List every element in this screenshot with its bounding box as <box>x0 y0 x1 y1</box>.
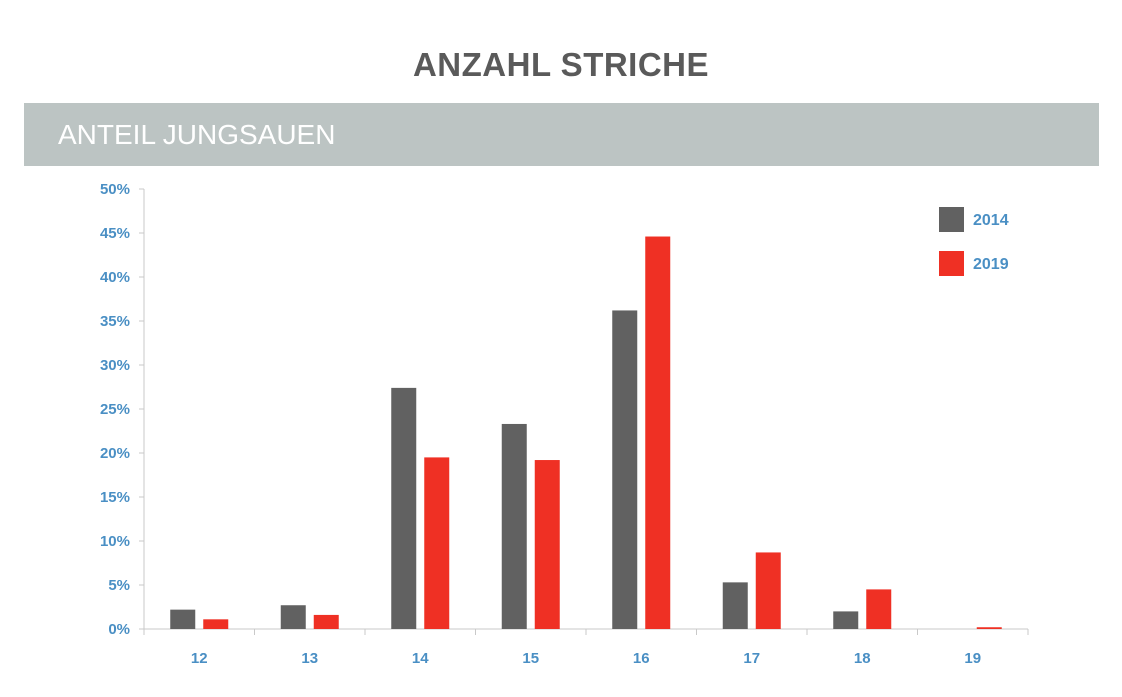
legend-label-2014: 2014 <box>973 212 1009 229</box>
bar-2019-14 <box>424 457 450 629</box>
y-tick-label: 40% <box>100 269 130 286</box>
bar-2014-18 <box>833 611 859 629</box>
x-tick-label: 14 <box>412 650 429 667</box>
bar-2019-12 <box>203 619 229 629</box>
bar-2014-15 <box>501 423 527 629</box>
bar-2014-13 <box>280 605 306 629</box>
y-tick-label: 45% <box>100 225 130 242</box>
bar-2014-14 <box>391 387 417 629</box>
legend-swatch-2014 <box>939 207 964 232</box>
y-tick-label: 0% <box>108 621 130 638</box>
chart-bars <box>170 236 1002 629</box>
x-tick-label: 15 <box>522 650 539 667</box>
chart-subtitle: ANTEIL JUNGSAUEN <box>58 119 336 150</box>
y-tick-label: 20% <box>100 445 130 462</box>
chart-title: ANZAHL STRICHE <box>412 46 710 83</box>
x-tick-label: 13 <box>301 650 318 667</box>
y-tick-label: 50% <box>100 181 130 198</box>
bar-2014-16 <box>612 310 638 629</box>
y-tick-label: 35% <box>100 313 130 330</box>
y-tick-label: 30% <box>100 357 130 374</box>
y-tick-label: 10% <box>100 533 130 550</box>
x-tick-label: 17 <box>743 650 760 667</box>
bar-2019-17 <box>755 552 781 629</box>
y-tick-label: 5% <box>108 577 130 594</box>
chart-legend: 2014 2019 <box>939 207 1009 276</box>
legend-swatch-2019 <box>939 251 964 276</box>
legend-label-2019: 2019 <box>973 256 1009 273</box>
x-tick-label: 16 <box>633 650 650 667</box>
y-tick-label: 15% <box>100 489 130 506</box>
x-tick-label: 19 <box>964 650 981 667</box>
chart-axes: 0% 5% 10% 15% 20% 25% 30% 35% 40% 45% 50% 12 13 14 15 1… <box>100 181 1029 667</box>
bar-2019-18 <box>866 589 892 629</box>
x-tick-label: 18 <box>854 650 871 667</box>
bar-2019-16 <box>645 236 671 629</box>
x-tick-label: 12 <box>191 650 208 667</box>
bar-2014-17 <box>722 582 748 629</box>
bar-2019-13 <box>313 614 339 629</box>
bar-2019-15 <box>534 460 560 629</box>
bar-2014-12 <box>170 609 196 629</box>
subtitle-band: ANTEIL JUNGSAUEN <box>24 103 1099 166</box>
bar-2019-19 <box>976 627 1002 629</box>
y-tick-label: 25% <box>100 401 130 418</box>
